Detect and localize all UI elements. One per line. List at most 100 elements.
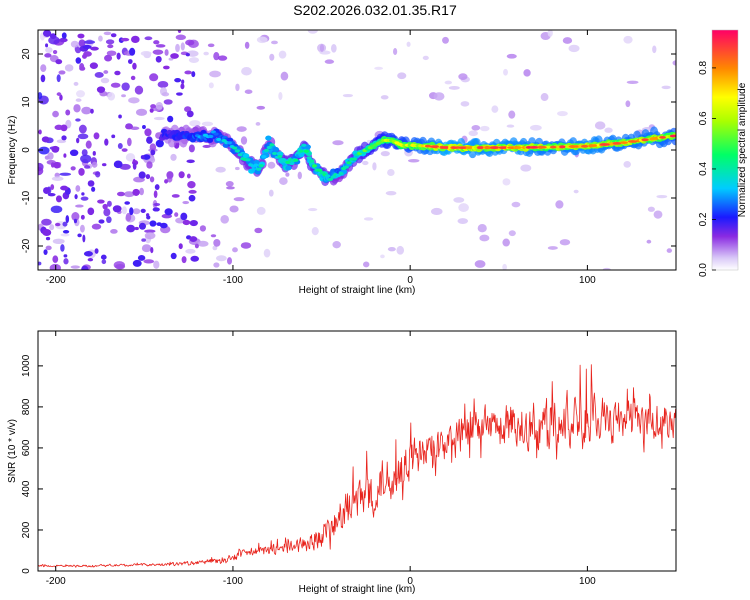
noise-blob-strong [116, 191, 125, 197]
noise-blob-strong [55, 222, 61, 227]
noise-blob [101, 259, 107, 265]
noise-blob-strong [61, 32, 67, 39]
noise-blob [308, 208, 318, 212]
noise-blob [271, 40, 278, 45]
noise-blob-strong [60, 124, 68, 132]
ridge-core [271, 151, 278, 156]
noise-blob [474, 260, 486, 268]
noise-blob [213, 262, 220, 268]
noise-blob [502, 178, 511, 186]
noise-blob-strong [146, 136, 153, 144]
noise-blob [182, 200, 190, 205]
noise-blob [38, 146, 50, 155]
noise-blob [202, 144, 211, 148]
noise-blob-strong [170, 53, 179, 59]
noise-blob [444, 80, 453, 85]
noise-blob [229, 205, 239, 213]
y-tick-label: 400 [21, 480, 32, 497]
noise-blob [268, 189, 274, 197]
noise-blob [175, 43, 180, 53]
noise-blob-strong [182, 219, 191, 226]
ridge-core [325, 174, 331, 178]
noise-blob-strong [42, 228, 52, 237]
noise-blob [84, 40, 96, 45]
ridge-mid [285, 165, 292, 171]
noise-blob [105, 39, 115, 45]
noise-blob-strong [189, 219, 198, 227]
noise-blob [139, 187, 144, 196]
noise-blob [540, 93, 549, 102]
noise-blob [149, 176, 155, 183]
noise-blob-strong [52, 255, 59, 263]
ridge-core [343, 165, 349, 169]
noise-blob [91, 161, 98, 168]
ridge-hotspot [559, 145, 566, 149]
noise-blob-strong [142, 124, 146, 130]
noise-blob-strong [189, 236, 198, 242]
noise-blob [210, 234, 217, 238]
ridge-mid [272, 146, 280, 153]
x-tick-label: -100 [223, 275, 243, 286]
x-tick-label: -100 [223, 576, 243, 587]
noise-blob [71, 212, 80, 221]
ridge-core [269, 143, 275, 147]
noise-blob [64, 64, 74, 72]
chart-title: S202.2026.032.01.35.R17 [293, 2, 457, 18]
ridge-core [213, 132, 219, 136]
noise-blob-strong [59, 37, 68, 43]
noise-blob-strong [177, 30, 182, 34]
noise-blob [471, 125, 481, 131]
noise-blob-strong [127, 59, 133, 64]
noise-blob [460, 101, 470, 107]
noise-blob-strong [75, 57, 82, 64]
noise-blob [307, 30, 318, 34]
noise-blob [40, 64, 47, 72]
noise-blob [397, 72, 407, 80]
x-tick-label: 100 [579, 576, 596, 587]
noise-blob-strong [97, 199, 105, 204]
noise-blob [47, 152, 54, 160]
noise-blob [143, 259, 155, 264]
noise-blob-strong [65, 215, 70, 223]
snr-series-line [38, 364, 676, 568]
ridge-hotspot [465, 146, 473, 150]
noise-blob [50, 205, 63, 214]
noise-blob [297, 171, 302, 180]
noise-blob [52, 50, 58, 55]
noise-blob-strong [96, 86, 106, 93]
noise-blob [75, 118, 81, 122]
noise-blob [213, 239, 221, 247]
noise-blob [263, 248, 271, 258]
noise-blob-strong [126, 224, 136, 233]
noise-blob [103, 208, 111, 217]
noise-blob [380, 254, 385, 259]
noise-blob [78, 124, 87, 134]
noise-blob [140, 50, 152, 56]
noise-blob-strong [118, 114, 122, 119]
noise-blob-strong [140, 155, 145, 160]
ridge-hotspot [537, 145, 547, 149]
noise-blob-strong [184, 70, 192, 75]
noise-blob [332, 140, 344, 146]
ridge-hotspot [568, 145, 579, 148]
noise-blob-strong [79, 66, 86, 71]
noise-blob [106, 216, 112, 224]
noise-blob-strong [38, 129, 42, 135]
noise-blob-strong [132, 259, 142, 267]
noise-blob [155, 44, 166, 48]
noise-blob-strong [190, 255, 200, 262]
noise-blob [380, 95, 389, 100]
noise-blob [407, 158, 420, 163]
x-tick-label: 0 [407, 576, 413, 587]
noise-blob [197, 240, 209, 247]
noise-blob-strong [186, 173, 191, 179]
noise-blob [324, 59, 335, 64]
noise-blob [380, 151, 390, 157]
y-tick-label: 200 [21, 521, 32, 538]
noise-blob [135, 108, 148, 116]
noise-blob [80, 154, 92, 164]
noise-blob-strong [155, 139, 164, 148]
noise-blob [269, 53, 275, 61]
noise-blob [153, 260, 160, 269]
noise-blob-strong [150, 104, 157, 109]
